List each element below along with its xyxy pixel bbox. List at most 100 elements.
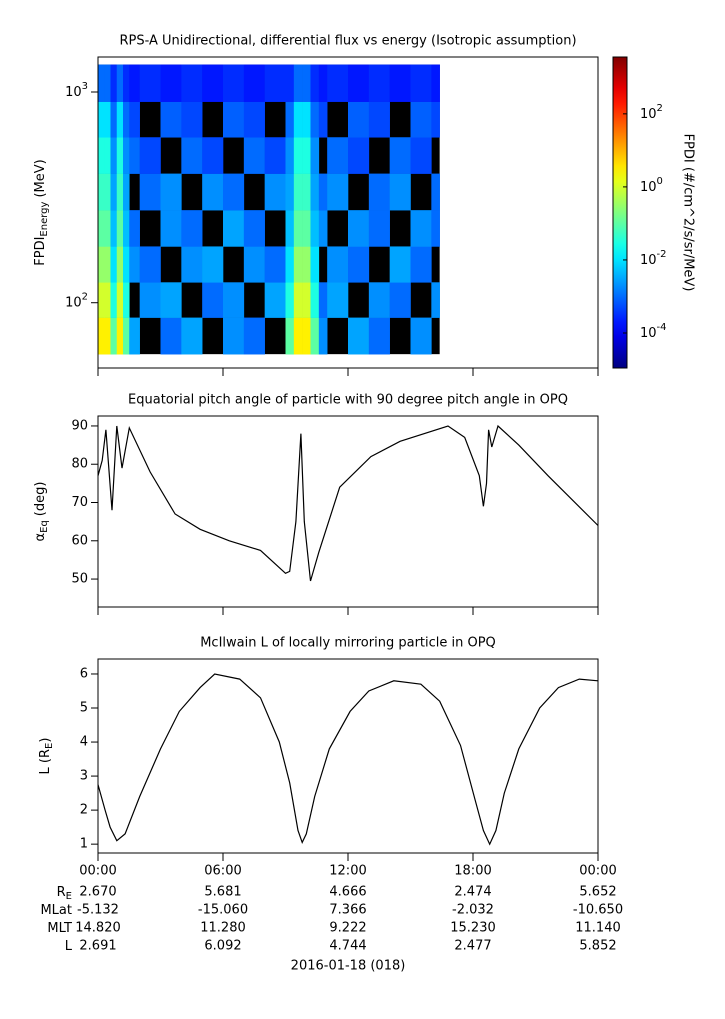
spectrogram-cell	[98, 210, 105, 247]
row-name: R	[57, 885, 66, 900]
spectrogram-cell	[110, 101, 118, 138]
spectrogram-cell	[310, 246, 320, 283]
tick-exponent: 2	[657, 103, 663, 114]
y-axis-label: FPDIEnergy (MeV)	[33, 159, 51, 265]
panel-title: McIlwain L of locally mirroring particle…	[200, 636, 496, 651]
spectrogram-cell	[110, 173, 118, 211]
spectrogram-cell	[410, 246, 432, 283]
spectrogram-cell	[139, 64, 161, 102]
spectrogram-cell	[293, 210, 303, 247]
ephemeris-value: 4.744	[329, 939, 366, 954]
spectrogram-cell	[318, 64, 328, 102]
ephemeris-value: 5.681	[204, 885, 241, 900]
spectrogram-cell	[368, 210, 390, 247]
spectrogram-cell	[129, 101, 140, 138]
spectrogram-cell	[302, 210, 311, 247]
row-name: L	[65, 939, 73, 954]
spectrogram-cell	[285, 246, 295, 283]
spectrogram-cell	[243, 137, 265, 174]
spectrogram-cell	[116, 210, 124, 247]
y-label-sub: Energy	[39, 201, 50, 236]
ephemeris-row-name: MLT	[47, 921, 72, 936]
spectrogram-cell	[223, 317, 245, 355]
spectrogram-cell	[264, 282, 286, 318]
spectrogram-cell	[327, 137, 349, 174]
spectrogram-cell	[104, 64, 111, 102]
y-label-sub: Eq	[39, 520, 50, 533]
ephemeris-row-name: RE	[57, 885, 72, 903]
tick-exponent: 0	[657, 176, 663, 187]
spectrogram-cell	[160, 317, 182, 355]
spectrogram-cell	[116, 246, 124, 283]
ephemeris-value: 14.820	[75, 921, 121, 936]
spectrogram-cell	[293, 173, 303, 211]
y-label-main: L (R	[38, 749, 53, 774]
spectrogram-cell	[389, 173, 411, 211]
spectrogram-cell	[116, 64, 124, 102]
y-tick-label: 4	[80, 735, 88, 750]
spectrogram-cell	[98, 246, 105, 283]
spectrogram-cell	[302, 137, 311, 174]
spectrogram-cell	[310, 137, 320, 174]
spectrogram-cell	[104, 101, 111, 138]
spectrogram-cell	[98, 173, 105, 211]
spectrogram-cell	[285, 64, 295, 102]
spectrogram-cell	[327, 282, 349, 318]
spectrogram-cell	[368, 317, 390, 355]
colorbar-tick-label: 10-4	[640, 322, 667, 341]
spectrogram-cell	[431, 210, 440, 247]
x-tick-label: 18:00	[454, 864, 491, 879]
spectrogram-cell	[389, 282, 411, 318]
y-label-tail: )	[38, 738, 53, 743]
spectrogram-cell	[302, 317, 311, 355]
spectrogram-cell	[389, 137, 411, 174]
spectrogram-cell	[110, 64, 118, 102]
spectrogram-cell	[98, 64, 105, 102]
ephemeris-value: 6.092	[204, 939, 241, 954]
spectrogram-cell	[202, 173, 224, 211]
x-tick-label: 00:00	[579, 864, 616, 879]
data-line	[97, 424, 599, 582]
spectrogram-cell	[129, 137, 140, 174]
spectrogram-cell	[310, 282, 320, 318]
spectrogram-cell	[104, 173, 111, 211]
spectrogram-cell	[368, 282, 390, 318]
spectrogram-cell	[98, 317, 105, 355]
tick-base: 10	[640, 252, 657, 267]
ephemeris-row-name: MLat	[40, 903, 72, 918]
spectrogram-cell	[104, 137, 111, 174]
spectrogram-cell	[104, 282, 111, 318]
y-axis-label: L (RE)	[38, 738, 56, 775]
spectrogram-cell	[223, 282, 245, 318]
y-tick-label: 80	[71, 457, 88, 472]
spectrogram-cell	[160, 282, 182, 318]
spectrogram-cell	[410, 210, 432, 247]
y-label-tail: (deg)	[33, 482, 48, 517]
ephemeris-value: 4.666	[329, 885, 366, 900]
y-tick-label: 102	[65, 292, 88, 311]
spectrogram-cell	[139, 282, 161, 318]
ephemeris-value: 11.140	[575, 921, 621, 936]
spectrogram-cell	[110, 137, 118, 174]
spectrogram-cell	[116, 101, 124, 138]
y-tick-label: 5	[80, 701, 88, 716]
spectrogram-cell	[181, 64, 203, 102]
spectrogram-cell	[302, 64, 311, 102]
spectrogram-cell	[310, 317, 320, 355]
spectrogram-cell	[181, 317, 203, 355]
spectrogram-cell	[431, 282, 440, 318]
spectrogram-cell	[431, 101, 440, 138]
spectrogram-cell	[243, 101, 265, 138]
spectrogram-cell	[348, 210, 370, 247]
y-tick-label: 3	[80, 769, 88, 784]
spectrogram-cell	[160, 173, 182, 211]
spectrogram-cell	[431, 64, 440, 102]
spectrogram-cell	[327, 64, 349, 102]
spectrogram-cell	[181, 210, 203, 247]
spectrogram-cell	[293, 246, 303, 283]
ephemeris-value: -15.060	[198, 903, 248, 918]
spectrogram-cell	[302, 282, 311, 318]
tick-exponent: 3	[82, 81, 88, 92]
spectrogram-cell	[302, 101, 311, 138]
spectrogram-cell	[110, 246, 118, 283]
